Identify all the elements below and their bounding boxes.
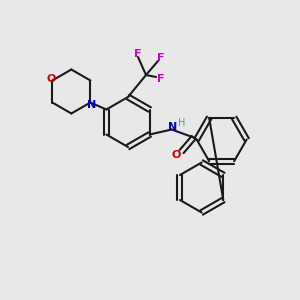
Text: F: F <box>157 74 165 84</box>
Text: F: F <box>134 49 142 59</box>
Text: O: O <box>172 151 181 160</box>
Text: N: N <box>168 122 177 133</box>
Text: N: N <box>87 100 96 110</box>
Text: O: O <box>46 74 56 85</box>
Text: F: F <box>157 53 165 63</box>
Text: H: H <box>178 118 185 128</box>
